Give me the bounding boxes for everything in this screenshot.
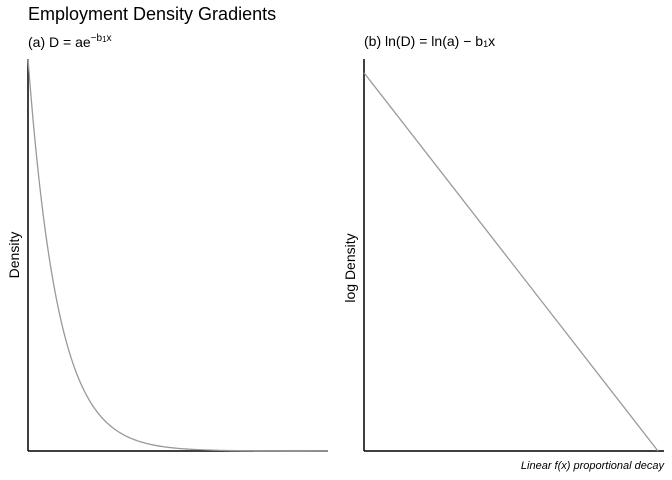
chart-title: Employment Density Gradients [28,4,277,24]
panel-b-log-density-line [363,72,659,452]
panel-b-formula: ln(D) = ln(a) − b1x [385,33,496,49]
caption: Linear f(x) proportional decay [520,460,664,472]
panel-a-density-curve [27,58,328,452]
panel-a-subtitle: (a) D = ae−b1x [28,33,112,50]
panel-b-subtitle: (b) ln(D) = ln(a) − b1x [364,33,495,49]
panel-a-plot [27,58,328,452]
panel-b-label: (b) [364,33,382,49]
panel-a-formula-exponent: −b1x [90,33,112,44]
panel-a-label: (a) [28,34,46,50]
panel-a-formula-base: D = ae [49,34,91,50]
panel-b-plot [363,59,664,452]
